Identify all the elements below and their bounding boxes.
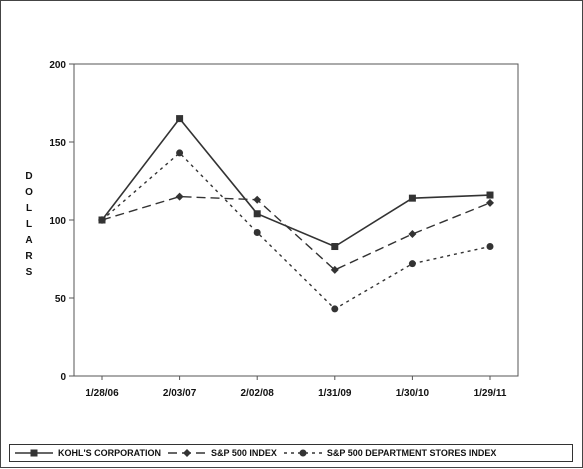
data-point-series-3 [331, 305, 339, 313]
y-tick-label: 200 [49, 60, 66, 71]
y-tick-label: 0 [60, 372, 66, 383]
legend-swatch-marker [299, 449, 307, 457]
data-point-series-3 [408, 260, 416, 268]
legend-swatch-marker [182, 449, 191, 457]
legend-item: KOHL'S CORPORATION [14, 448, 161, 458]
y-axis-label-letter: R [25, 251, 33, 262]
data-point-series-2 [408, 230, 417, 239]
legend: KOHL'S CORPORATION S&P 500 INDEX S&P 500 D… [9, 444, 573, 462]
data-point-series-2 [175, 192, 184, 201]
x-tick-label: 2/03/07 [163, 388, 197, 399]
y-axis-label-letter: L [25, 219, 33, 230]
legend-swatch [167, 449, 206, 457]
y-axis-label-letter: L [25, 203, 33, 214]
y-axis-label-letter: A [25, 235, 33, 246]
data-point-series-3 [253, 228, 261, 236]
data-point-series-1 [331, 243, 339, 251]
data-point-series-1 [176, 115, 184, 123]
legend-item: S&P 500 INDEX [167, 448, 277, 458]
series-line-3 [101, 151, 491, 310]
plot-area [73, 63, 519, 377]
y-axis-label-letter: S [25, 267, 33, 278]
data-point-series-1 [408, 194, 416, 202]
data-point-series-3 [98, 216, 106, 224]
x-tick-label: 1/31/09 [318, 388, 352, 399]
legend-label: KOHL'S CORPORATION [58, 448, 161, 458]
y-tick-label: 150 [49, 138, 66, 149]
y-tick-label: 100 [49, 216, 66, 227]
data-point-series-2 [330, 265, 339, 274]
data-point-series-2 [253, 195, 262, 204]
series-line-1 [101, 117, 491, 248]
legend-swatch [283, 449, 322, 457]
legend-label: S&P 500 INDEX [210, 448, 277, 458]
legend-label: S&P 500 DEPARTMENT STORES INDEX [326, 448, 497, 458]
y-axis-label-letter: O [25, 187, 33, 198]
data-point-series-2 [486, 198, 494, 207]
data-point-series-1 [486, 191, 494, 199]
legend-item: S&P 500 DEPARTMENT STORES INDEX [283, 448, 497, 458]
x-tick-label: 2/02/08 [241, 388, 275, 399]
data-point-series-1 [253, 210, 261, 218]
series-line-2 [101, 195, 491, 271]
y-tick-label: 50 [55, 294, 67, 305]
x-tick-label: 1/30/10 [396, 388, 430, 399]
x-tick-label: 1/28/06 [85, 388, 119, 399]
legend-swatch [15, 449, 53, 457]
x-tick-label: 1/29/11 [474, 388, 507, 399]
y-axis-label-letter: D [25, 171, 33, 182]
data-point-series-3 [176, 149, 184, 157]
legend-swatch-marker [30, 449, 38, 457]
data-point-series-3 [486, 243, 494, 251]
